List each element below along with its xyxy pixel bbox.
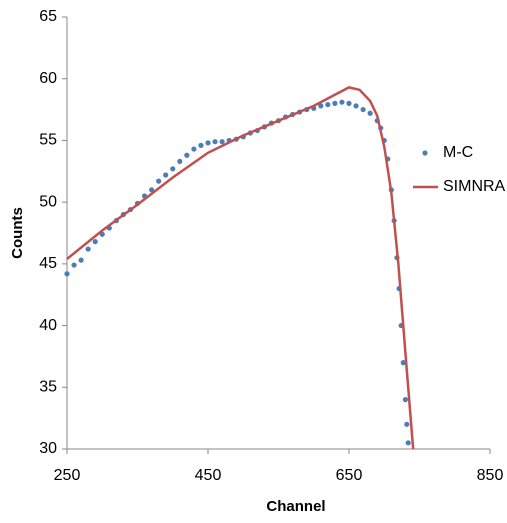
data-point (156, 178, 162, 184)
data-point (205, 140, 211, 146)
legend-marker (422, 150, 428, 156)
data-point (163, 172, 169, 178)
y-tick-label: 35 (39, 379, 57, 396)
data-point (404, 421, 410, 427)
data-point (405, 440, 411, 446)
legend-label: M-C (443, 144, 473, 161)
data-point (198, 142, 204, 148)
data-line (66, 86, 415, 450)
y-tick-label: 45 (39, 255, 57, 272)
data-point (400, 360, 406, 366)
data-point (78, 257, 84, 263)
data-point (71, 262, 77, 268)
data-point (64, 271, 70, 277)
data-point (339, 99, 345, 105)
data-point (85, 246, 91, 252)
data-point (219, 139, 225, 145)
x-tick-label: 850 (477, 467, 504, 484)
data-point (367, 110, 373, 116)
x-tick-label: 250 (54, 467, 81, 484)
data-point (191, 146, 197, 152)
y-tick-label: 65 (39, 8, 57, 25)
y-tick-label: 60 (39, 70, 57, 87)
y-tick-label: 55 (39, 132, 57, 149)
data-point (402, 397, 408, 403)
data-point (346, 100, 352, 106)
data-point (170, 166, 176, 172)
data-point (184, 152, 190, 158)
x-tick-label: 450 (195, 467, 222, 484)
legend-label: SIMNRA (443, 178, 506, 195)
data-point (92, 239, 98, 245)
data-point (353, 103, 359, 109)
y-tick-label: 40 (39, 317, 57, 334)
y-tick-label: 30 (39, 440, 57, 457)
data-point (177, 158, 183, 165)
data-point (325, 102, 331, 108)
data-point (212, 139, 218, 145)
data-point (332, 100, 338, 106)
y-tick-label: 50 (39, 193, 57, 210)
data-point (360, 106, 366, 113)
data-point (318, 103, 324, 109)
x-axis-label: Channel (266, 498, 325, 515)
x-tick-label: 650 (336, 467, 363, 484)
data-point (149, 187, 155, 193)
y-axis-label: Counts (9, 207, 26, 259)
